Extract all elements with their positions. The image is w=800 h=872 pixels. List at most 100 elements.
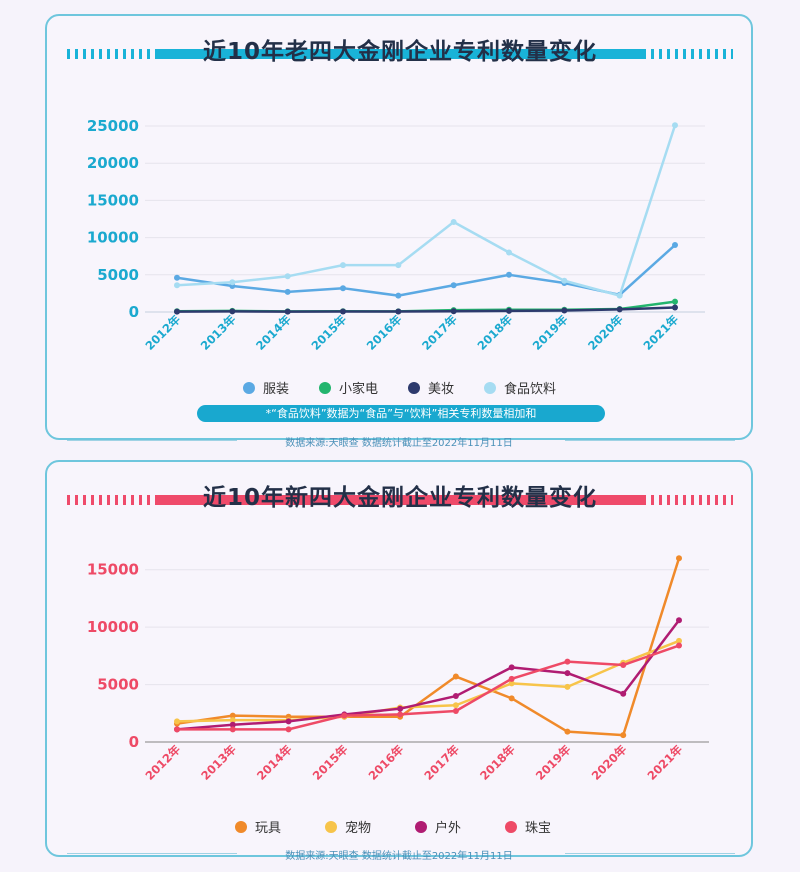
- data-point: [676, 637, 682, 644]
- data-point: [174, 282, 180, 289]
- x-tick-label: 2018年: [474, 312, 515, 353]
- data-point: [506, 249, 512, 256]
- data-point: [340, 285, 346, 292]
- x-tick-label: 2017年: [419, 312, 460, 353]
- legend-item[interactable]: 宠物: [325, 817, 371, 836]
- data-point: [508, 664, 515, 671]
- legend-dot-icon: [319, 381, 332, 394]
- x-tick-label: 2018年: [477, 742, 518, 783]
- x-tick-label: 2016年: [366, 742, 407, 783]
- x-tick-label: 2012年: [142, 742, 183, 783]
- data-point: [229, 712, 236, 719]
- legend-label: 服装: [263, 382, 290, 397]
- data-point: [229, 308, 236, 315]
- data-point: [564, 670, 571, 677]
- legend-label: 小家电: [339, 382, 379, 397]
- x-tick-label: 2020年: [585, 312, 626, 353]
- data-source: 数据来源:天眼查 数据统计截止至2022年11月11日: [285, 438, 513, 449]
- chart-panel-new: 近10年新四大金刚企业专利数量变化 0 5000 10000 15000 2012年 20…: [45, 460, 753, 862]
- x-tick-label: 2017年: [421, 742, 462, 783]
- x-tick-label: 2012年: [142, 312, 183, 353]
- series-line-2: [176, 639, 680, 723]
- data-point: [340, 262, 346, 269]
- data-point: [676, 555, 682, 562]
- legend-label: 珠宝: [525, 821, 552, 836]
- legend-item[interactable]: 食品饮料: [484, 378, 556, 397]
- series-line-1: [176, 244, 676, 297]
- data-point: [395, 292, 402, 299]
- y-tick-label: 10000: [87, 229, 139, 247]
- data-point: [229, 279, 236, 286]
- data-point: [395, 308, 402, 315]
- x-tick-label: 2020年: [589, 742, 630, 783]
- legend-item[interactable]: 美妆: [408, 378, 454, 397]
- y-tick-label: 5000: [97, 676, 139, 694]
- legend-new: 玩具 宠物 户外 珠宝: [235, 817, 551, 836]
- legend-item[interactable]: 珠宝: [505, 817, 551, 836]
- legend-dot-icon: [415, 820, 428, 833]
- data-point: [174, 718, 180, 725]
- y-tick-label: 0: [129, 733, 139, 751]
- data-point: [229, 717, 236, 724]
- legend-item[interactable]: 户外: [415, 817, 461, 836]
- source-divider: [67, 853, 237, 854]
- data-point: [672, 304, 678, 311]
- data-point: [341, 712, 348, 719]
- x-tick-label: 2015年: [308, 312, 349, 353]
- data-point: [564, 728, 571, 735]
- data-point: [564, 683, 571, 690]
- y-tick-label: 15000: [87, 191, 139, 209]
- legend-dot-icon: [505, 820, 518, 833]
- data-point: [174, 274, 180, 281]
- legend-old: 服装 小家电 美妆 食品饮料: [243, 378, 556, 397]
- data-point: [561, 277, 568, 284]
- x-tick-label: 2015年: [310, 742, 351, 783]
- y-tick-label: 15000: [87, 561, 139, 579]
- line-chart-old: 0 5000 10000 15000 20000 25000 2012年 2013年 2014年…: [87, 117, 705, 353]
- data-point: [397, 705, 404, 712]
- data-point: [395, 262, 402, 269]
- y-tick-label: 0: [129, 303, 139, 321]
- data-point: [508, 695, 515, 702]
- data-point: [672, 122, 678, 129]
- data-point: [340, 308, 346, 315]
- data-point: [452, 702, 459, 709]
- y-tick-label: 20000: [87, 154, 139, 172]
- data-point: [508, 675, 515, 682]
- data-point: [397, 711, 404, 718]
- data-point: [620, 732, 627, 739]
- data-point: [508, 680, 515, 687]
- data-point: [285, 718, 292, 725]
- chart-panel-old: 近10年老四大金刚企业专利数量变化 0 5000 10000 15000 20000 25…: [45, 14, 753, 449]
- data-point: [285, 726, 292, 733]
- legend-label: 户外: [435, 821, 462, 836]
- legend-label: 宠物: [345, 821, 372, 836]
- y-tick-label: 25000: [87, 117, 139, 135]
- title-bar-old: 近10年老四大金刚企业专利数量变化: [67, 39, 733, 68]
- series-line-3: [176, 619, 680, 731]
- legend-item[interactable]: 玩具: [235, 817, 281, 836]
- series-line-4: [177, 644, 680, 731]
- x-tick-label: 2014年: [254, 742, 295, 783]
- data-source: 数据来源:天眼查 数据统计截止至2022年11月11日: [285, 851, 513, 862]
- legend-label: 食品饮料: [504, 382, 557, 397]
- line-chart-new: 0 5000 10000 15000 2012年 2013年 2014年 2015年 2016年…: [87, 555, 709, 783]
- x-tick-label: 2019年: [530, 312, 571, 353]
- data-point: [450, 282, 457, 289]
- data-point: [672, 242, 678, 249]
- title-highlight: [157, 49, 643, 59]
- legend-dot-icon: [235, 820, 247, 833]
- data-point: [174, 308, 180, 315]
- source-divider: [565, 853, 735, 854]
- data-point: [676, 642, 682, 649]
- legend-label: 玩具: [255, 821, 282, 836]
- data-point: [672, 298, 678, 305]
- data-point: [506, 271, 512, 278]
- data-point: [229, 726, 236, 733]
- legend-item[interactable]: 小家电: [319, 378, 378, 397]
- y-tick-label: 10000: [87, 618, 139, 636]
- legend-dot-icon: [408, 381, 421, 394]
- data-point: [620, 662, 627, 669]
- data-point: [561, 307, 568, 314]
- legend-item[interactable]: 服装: [243, 378, 289, 397]
